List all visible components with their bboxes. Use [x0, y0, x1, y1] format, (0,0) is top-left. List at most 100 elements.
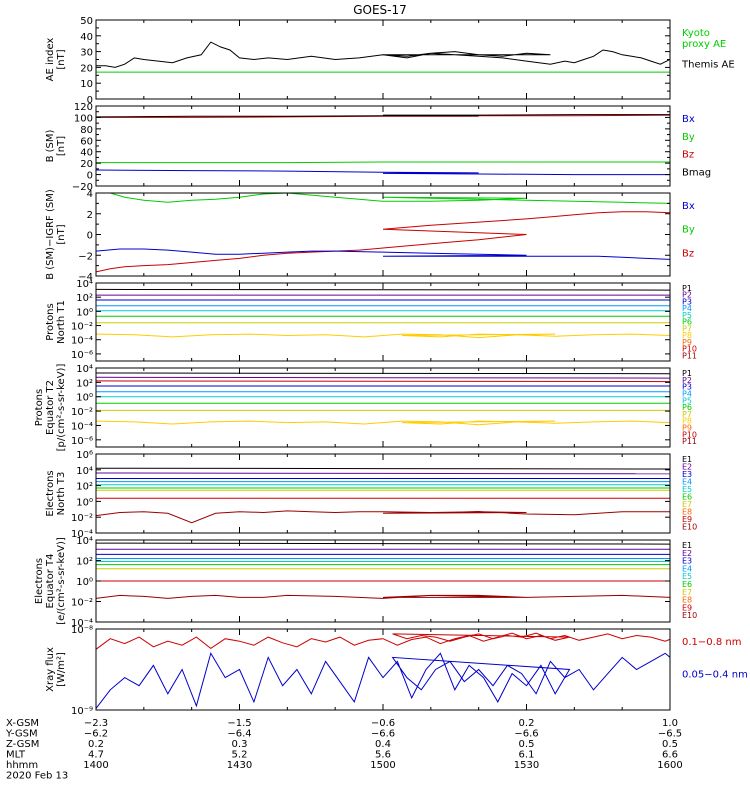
- series-line-b-3: [96, 113, 670, 118]
- legend-entry-line: P2: [682, 376, 692, 385]
- legend-entry-line: E3: [682, 470, 692, 479]
- legend-entry: P3: [682, 297, 692, 306]
- legend-entry-line: P5: [682, 311, 692, 320]
- ephemeris-value: 1530: [514, 760, 539, 771]
- y-tick-label: 80: [80, 125, 93, 136]
- legend-entry-line: P7: [682, 324, 692, 333]
- legend-entry-line: E3: [682, 557, 692, 566]
- panel-pt2: 10⁻⁶ 10⁻⁴ 10⁻² 10⁰ 10² 10⁴ ProtonsEquator T2[p…: [34, 364, 697, 452]
- y-tick-label: 2: [87, 210, 93, 221]
- y-tick-label: 10⁻²: [71, 513, 93, 524]
- legend-entry-line: E10: [682, 523, 697, 532]
- legend-entry-line: E2: [682, 463, 692, 472]
- panel-et4: 10⁻⁴ 10⁻² 10⁰ 10² 10⁴ ElectronsEquator T4[e/(…: [34, 536, 697, 629]
- legend-entry: P4: [682, 304, 692, 313]
- ephemeris-value: 1430: [227, 760, 252, 771]
- legend-entry-line: P10: [682, 430, 697, 439]
- legend-entry-line: By: [682, 225, 695, 236]
- series-group: [96, 542, 670, 599]
- y-tick-label: 60: [80, 136, 93, 147]
- y-tick-label: −2: [78, 251, 93, 262]
- plot-date: 2020 Feb 13: [6, 771, 68, 782]
- legend-entry: E2: [682, 463, 692, 472]
- ephemeris-value: 0.5: [519, 739, 535, 750]
- legend-entry-line: P5: [682, 396, 692, 405]
- y-axis-label: ProtonsEquator T2[p/(cm²-s-sr-keV)]: [34, 364, 67, 452]
- y-tick-label: 120: [74, 102, 93, 113]
- legend-entry: P6: [682, 318, 692, 327]
- ephemeris-value: 1400: [83, 760, 108, 771]
- series-line-xray-1: [96, 652, 670, 709]
- y-axis-label: Xray flux[W/m²]: [45, 647, 67, 692]
- legend-entry-line: E6: [682, 580, 692, 589]
- y-tick-label: 10⁻⁴: [71, 529, 93, 540]
- ephemeris-row-label: X-GSM: [6, 718, 39, 729]
- panel-xray: 10⁻⁹ 10⁻⁸ Xray flux[W/m²] 0.1−0.8 nm 0.05−0.…: [45, 625, 748, 717]
- y-axis-label-line: Equator T2: [45, 380, 56, 435]
- series-group: [96, 113, 670, 176]
- legend-entry-line: E9: [682, 515, 692, 524]
- series-line-dbi-1: [96, 211, 670, 273]
- y-axis-label-line: B (SM)−IGRF (SM): [45, 189, 56, 280]
- ephemeris-value: 1500: [370, 760, 395, 771]
- y-tick-label: 100: [74, 113, 93, 124]
- legend-entry: 0.05−0.4 nm: [682, 669, 748, 680]
- legend-entry: E5: [682, 485, 692, 494]
- legend-entry: E3: [682, 470, 692, 479]
- legend-entry-line: P8: [682, 417, 692, 426]
- legend-entry-line: E1: [682, 455, 692, 464]
- y-tick-label: 10⁴: [76, 466, 93, 477]
- legend-entry: Bz: [682, 248, 694, 259]
- legend-entry: E2: [682, 549, 692, 558]
- legend-entry: E10: [682, 611, 697, 620]
- legend-entry-line: E1: [682, 541, 692, 550]
- legend-entry-line: Themis AE: [681, 60, 735, 71]
- legend-entry: P9: [682, 338, 692, 347]
- y-axis-label-line: Equator T4: [45, 554, 56, 609]
- panel-ae: 0 10 20 30 40 50 AE index[nT] Kyoto proxy AE Them…: [45, 16, 735, 106]
- legend-entry-line: P7: [682, 410, 692, 419]
- series-group: [96, 41, 670, 73]
- ephemeris-value: 0.2: [88, 739, 104, 750]
- legend-entry: E4: [682, 564, 692, 573]
- series-line-pt2-2: [96, 380, 670, 383]
- legend-entry-line: P1: [682, 284, 692, 293]
- legend-entry: Bx: [682, 201, 695, 212]
- y-tick-label: 10⁻²: [71, 598, 93, 609]
- ephemeris-value: 6.6: [662, 750, 678, 761]
- panel-frame: [95, 453, 671, 534]
- y-axis-label: ElectronsNorth T3: [45, 470, 67, 516]
- legend-entry: P10: [682, 430, 697, 439]
- legend-entry: P7: [682, 324, 692, 333]
- y-tick-label: 50: [80, 16, 93, 27]
- legend-entry: Themis AE: [681, 60, 735, 71]
- legend: Bx By Bz: [682, 201, 695, 259]
- series-line-et3-0: [96, 467, 670, 470]
- ephemeris-value: 0.5: [662, 739, 678, 750]
- legend-entry: Bmag: [682, 167, 711, 178]
- ephemeris-value: 0.2: [519, 718, 535, 729]
- series-line-et3-1: [96, 472, 670, 475]
- legend-entry: E1: [682, 541, 692, 550]
- legend-entry: E1: [682, 455, 692, 464]
- legend: Bx By Bz Bmag: [682, 114, 711, 178]
- legend-entry-line: E5: [682, 485, 692, 494]
- legend-entry: Kyoto proxy AE: [682, 28, 726, 50]
- series-line-pt2-8: [96, 420, 670, 426]
- legend-entry-line: P4: [682, 304, 692, 313]
- y-tick-label: 10²: [76, 482, 93, 493]
- legend-entry: E3: [682, 557, 692, 566]
- legend-entry-line: E4: [682, 478, 692, 487]
- legend-entry: P2: [682, 376, 692, 385]
- legend-entry: E5: [682, 572, 692, 581]
- y-tick-label: 10⁴: [76, 279, 93, 290]
- legend-entry: P2: [682, 291, 692, 300]
- legend-entry: By: [682, 132, 695, 143]
- y-tick-label: 10⁰: [76, 393, 93, 404]
- series-group: [96, 288, 670, 339]
- series-line-pt2-1: [96, 376, 670, 379]
- legend-entry: E6: [682, 493, 692, 502]
- legend-entry: P5: [682, 311, 692, 320]
